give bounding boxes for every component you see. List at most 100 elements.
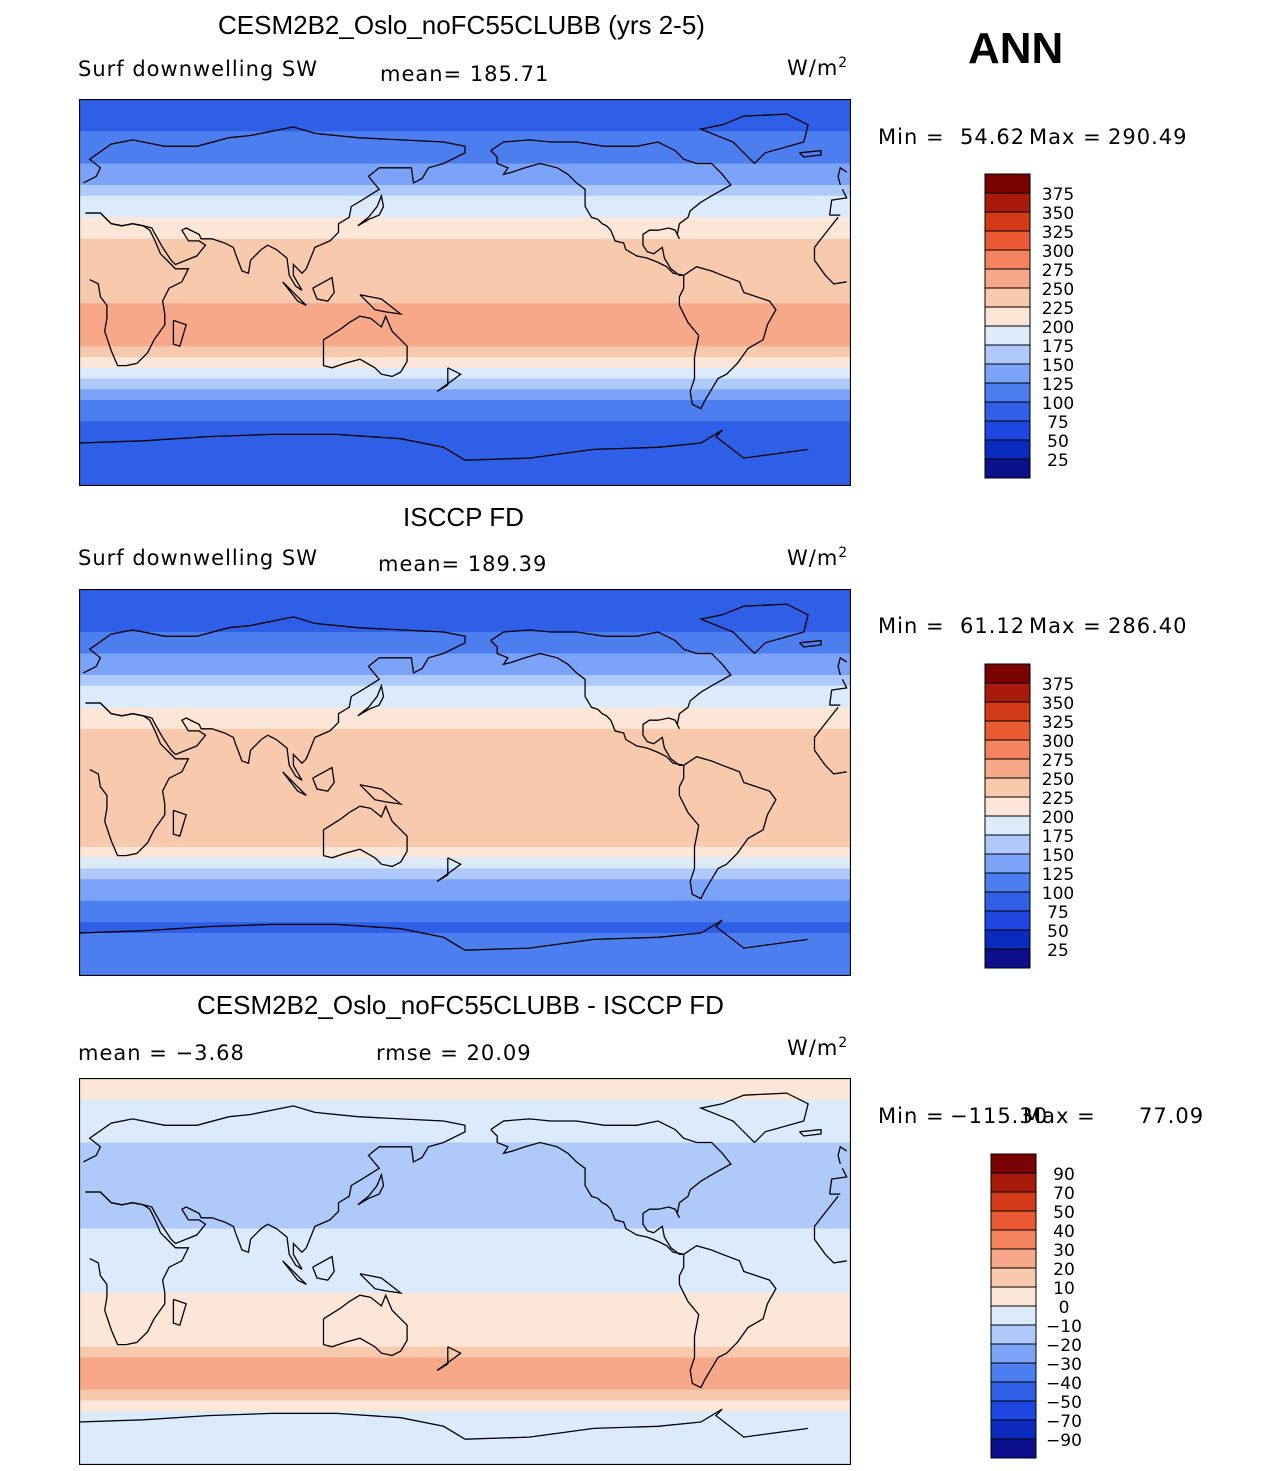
panel-3-band: [79, 1325, 851, 1337]
panel-3-colorbar-box: [990, 1286, 1037, 1307]
panel-1-band: [79, 206, 851, 218]
panel-2-band: [79, 793, 851, 805]
panel-2-colorbar-box: [984, 948, 1031, 969]
coastline: [85, 1191, 190, 1346]
panel-2-band: [79, 965, 851, 976]
coastline: [312, 766, 335, 792]
panel-2-band: [79, 782, 851, 794]
panel-2-colorbar-box: [984, 682, 1031, 703]
panel-2-band: [79, 707, 851, 719]
panel-3-colorbar-box: [990, 1324, 1037, 1345]
panel-3-colorbar-label: −30: [1046, 1355, 1082, 1375]
panel-1-colorbar-box: [984, 173, 1031, 194]
panel-1-title: CESM2B2_Oslo_noFC55CLUBB (yrs 2-5): [218, 10, 705, 40]
panel-3-colorbar-label: −90: [1046, 1431, 1082, 1451]
panel-3-band: [79, 1153, 851, 1165]
coastline: [79, 923, 466, 951]
panel-1-band: [79, 281, 851, 294]
panel-2-colorbar-box: [984, 929, 1031, 950]
panel-3-colorbar-box: [990, 1153, 1037, 1174]
coastline: [359, 1273, 404, 1294]
panel-2-colorbar-label: 200: [1042, 808, 1074, 828]
panel-2-colorbar-box: [984, 891, 1031, 912]
panel-1-band: [79, 120, 851, 132]
panel-1-colorbar-label: 100: [1042, 394, 1074, 414]
panel-3-colorbar-label: −10: [1046, 1317, 1082, 1337]
panel-1-band: [79, 260, 851, 272]
panel-3-band: [79, 1164, 851, 1176]
coastline: [490, 139, 732, 276]
panel-1-band: [79, 410, 851, 423]
panel-1-band: [79, 228, 851, 240]
coastline: [85, 702, 190, 857]
panel-3-band: [79, 1314, 851, 1326]
panel-3-colorbar-box: [990, 1400, 1037, 1421]
panel-1-colorbar-box: [984, 287, 1031, 308]
coastline: [322, 1293, 408, 1357]
panel-1-max-label: Max =: [1029, 125, 1102, 149]
panel-1-band: [79, 400, 851, 412]
panel-1-colorbar-label: 250: [1042, 280, 1074, 300]
panel-3-colorbar-box: [990, 1362, 1037, 1383]
coastline: [312, 1255, 335, 1281]
panel-3-band: [79, 1239, 851, 1251]
coastline: [813, 216, 847, 285]
panel-3-band: [79, 1400, 851, 1412]
coastline: [837, 166, 848, 186]
coastline: [359, 294, 404, 315]
panel-1-colorbar-label: 200: [1042, 318, 1074, 338]
panel-1-colorbar-label: 50: [1047, 432, 1069, 452]
panel-2-band: [79, 804, 851, 816]
panel-3-band: [79, 1411, 851, 1423]
panel-1-band: [79, 335, 851, 347]
panel-2-colorbar-box: [984, 758, 1031, 779]
coastline: [464, 919, 809, 951]
panel-1-mean-label: mean= 185.71: [380, 62, 550, 86]
panel-3-max-value: 77.09: [1139, 1104, 1205, 1128]
panel-2-map: [79, 589, 851, 976]
panel-2-min-label: Min =: [878, 614, 945, 638]
coastline: [172, 319, 188, 348]
coastline: [828, 679, 848, 706]
coastline: [79, 1412, 466, 1440]
coastline: [678, 265, 777, 410]
panel-3-band: [79, 1368, 851, 1380]
panel-1-colorbar-box: [984, 268, 1031, 289]
panel-3-units: W/m2: [787, 1035, 849, 1060]
panel-1-colorbar-box: [984, 325, 1031, 346]
panel-3-max-label: Max =: [1023, 1104, 1096, 1128]
panel-2-colorbar-box: [984, 663, 1031, 684]
panel-2-band: [79, 642, 851, 655]
coastline: [799, 639, 822, 648]
panel-2-colorbar-label: 250: [1042, 770, 1074, 790]
panel-2-colorbar: 3753503253002752502252001751501251007550…: [984, 663, 1074, 969]
panel-2-band: [79, 879, 851, 891]
panel-1-band: [79, 378, 851, 390]
panel-3-band: [79, 1131, 851, 1144]
panel-3-band: [79, 1271, 851, 1283]
panel-3-colorbar-label: 50: [1053, 1203, 1075, 1223]
panel-1-band: [79, 99, 851, 111]
coastline: [312, 276, 335, 302]
coastline: [436, 857, 462, 882]
panel-2-band: [79, 847, 851, 859]
panel-3-band: [79, 1207, 851, 1219]
panel-3-mean-label: mean = −3.68: [78, 1041, 245, 1065]
coastline: [83, 616, 466, 781]
panel-2-colorbar-box: [984, 834, 1031, 855]
coastline: [436, 367, 462, 392]
panel-1-band: [79, 389, 851, 401]
panel-2-band: [79, 696, 851, 708]
panel-3-band: [79, 1099, 851, 1111]
panel-1-colorbar-label: 300: [1042, 242, 1074, 262]
panel-3-band: [79, 1303, 851, 1316]
panel-2-colorbar-box: [984, 853, 1031, 874]
panel-1-colorbar-box: [984, 420, 1031, 441]
panel-2-band: [79, 750, 851, 762]
coastline: [172, 809, 188, 838]
panel-2-band: [79, 954, 851, 966]
coastline: [464, 429, 809, 461]
panel-2-band: [79, 922, 851, 934]
panel-1-colorbar-box: [984, 249, 1031, 270]
panel-3-colorbar-label: 0: [1059, 1298, 1070, 1318]
